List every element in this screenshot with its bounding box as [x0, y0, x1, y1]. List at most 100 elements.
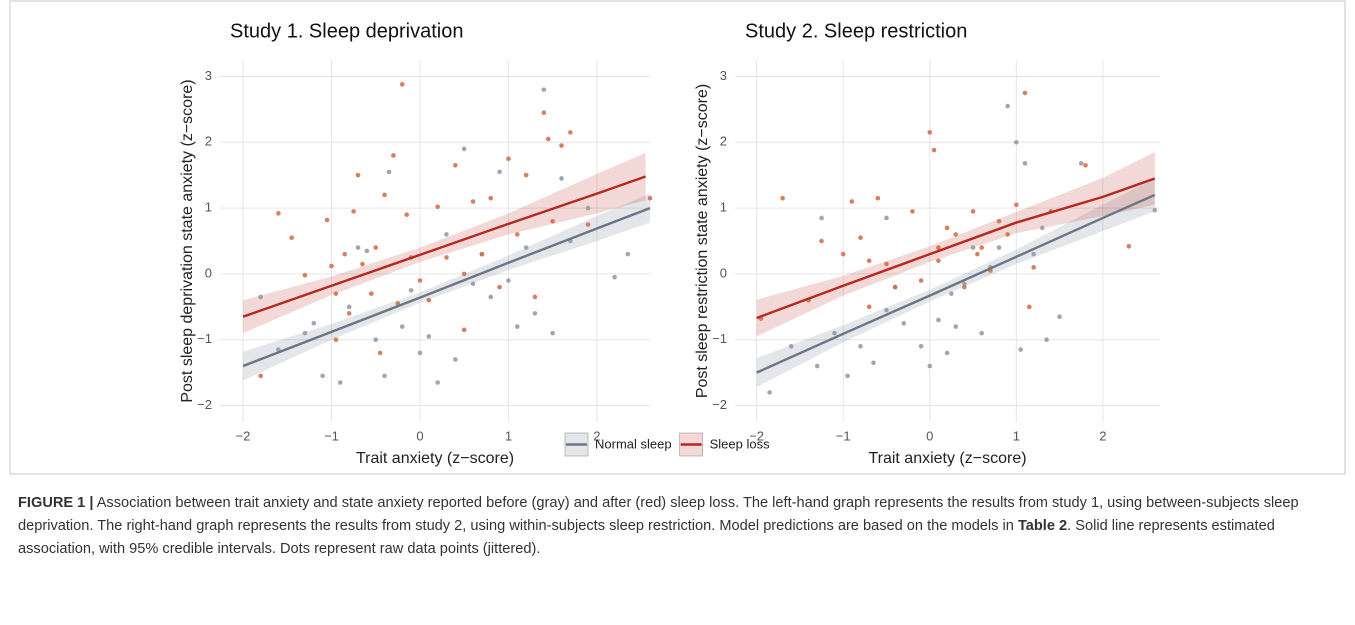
data-point	[1005, 103, 1010, 109]
x-tick-label: −2	[236, 428, 251, 443]
data-point	[497, 284, 502, 290]
data-point	[845, 373, 850, 379]
data-point	[901, 320, 907, 326]
data-point	[1014, 202, 1019, 208]
y-tick-label: 0	[205, 265, 212, 280]
data-point	[979, 330, 984, 336]
y-axis-label: Post sleep restriction state anxiety (z−…	[694, 84, 711, 398]
data-point	[360, 261, 365, 267]
data-point	[417, 278, 423, 283]
data-point	[302, 272, 308, 278]
data-point	[1022, 161, 1028, 166]
data-point	[435, 204, 440, 210]
data-point	[453, 163, 458, 168]
data-point	[532, 311, 538, 316]
data-point	[1152, 207, 1158, 213]
data-point	[324, 217, 330, 223]
data-point	[1018, 347, 1023, 352]
data-point	[435, 380, 440, 385]
x-tick-label: 1	[1013, 428, 1020, 443]
data-point	[329, 263, 334, 269]
data-point	[488, 294, 494, 300]
data-point	[426, 297, 432, 303]
data-point	[523, 245, 529, 250]
data-point	[1126, 243, 1132, 249]
data-point	[479, 251, 485, 257]
data-point	[1005, 232, 1010, 237]
panel-title: Study 1. Sleep deprivation	[230, 20, 464, 42]
y-axis-label: Post sleep deprivation state anxiety (z−…	[179, 79, 196, 402]
data-point	[453, 357, 458, 362]
fit-line	[242, 175, 646, 318]
data-point	[962, 284, 967, 290]
panel-title: Study 2. Sleep restriction	[745, 20, 967, 42]
data-point	[541, 87, 547, 92]
data-point	[944, 225, 950, 231]
data-point	[382, 373, 387, 379]
data-point	[568, 130, 573, 135]
data-point	[866, 304, 872, 310]
data-point	[461, 327, 467, 333]
data-point	[382, 192, 387, 198]
data-point	[311, 320, 317, 326]
data-point	[858, 235, 863, 241]
data-point	[258, 373, 263, 379]
data-point	[506, 156, 511, 162]
data-point	[444, 232, 449, 237]
data-point	[871, 360, 876, 366]
data-point	[523, 172, 529, 178]
data-point	[373, 245, 379, 250]
data-point	[975, 251, 980, 257]
data-point	[953, 232, 959, 237]
x-tick-label: −2	[749, 428, 764, 443]
data-point	[953, 324, 959, 329]
data-point	[962, 281, 967, 287]
data-point	[1031, 265, 1036, 270]
y-tick-label: 1	[205, 200, 212, 215]
data-point	[625, 251, 631, 257]
data-point	[918, 344, 924, 349]
data-point	[550, 330, 555, 336]
data-point	[541, 110, 547, 115]
data-point	[892, 284, 898, 290]
data-point	[470, 199, 476, 204]
data-point	[404, 212, 409, 217]
data-point	[506, 278, 511, 283]
data-point	[355, 245, 361, 250]
x-axis-label: Trait anxiety (z−score)	[356, 450, 514, 467]
x-tick-label: 2	[593, 428, 600, 443]
data-point	[840, 251, 846, 257]
data-point	[276, 211, 281, 216]
data-point	[289, 235, 294, 241]
data-point	[936, 317, 941, 323]
y-tick-label: −1	[197, 331, 212, 346]
data-point	[391, 153, 396, 158]
data-point	[355, 172, 361, 178]
y-tick-label: 3	[205, 68, 212, 83]
figure: Study 1. Sleep deprivation −2 −1 0 1 2 −2 −1 0 1 2…	[9, 0, 1346, 475]
data-point	[866, 258, 872, 264]
data-point	[1083, 163, 1088, 168]
y-tick-label: 0	[720, 265, 727, 280]
data-point	[497, 169, 502, 175]
x-tick-label: −1	[836, 428, 851, 443]
data-point	[647, 195, 653, 201]
data-point	[814, 363, 820, 369]
data-point	[884, 215, 889, 221]
fit-line	[242, 206, 651, 368]
y-tick-label: −2	[197, 397, 212, 412]
data-point	[545, 136, 551, 142]
data-point	[1039, 225, 1045, 231]
data-point	[559, 143, 564, 148]
y-tick-label: 1	[720, 200, 727, 215]
data-point	[368, 291, 374, 296]
x-tick-label: −1	[324, 428, 339, 443]
data-point	[1031, 251, 1036, 257]
data-point	[996, 245, 1002, 250]
data-point	[346, 311, 352, 316]
data-point	[373, 337, 379, 343]
y-tick-label: −1	[712, 331, 727, 346]
data-point	[386, 169, 392, 175]
data-point	[944, 350, 950, 356]
data-point	[514, 324, 520, 329]
